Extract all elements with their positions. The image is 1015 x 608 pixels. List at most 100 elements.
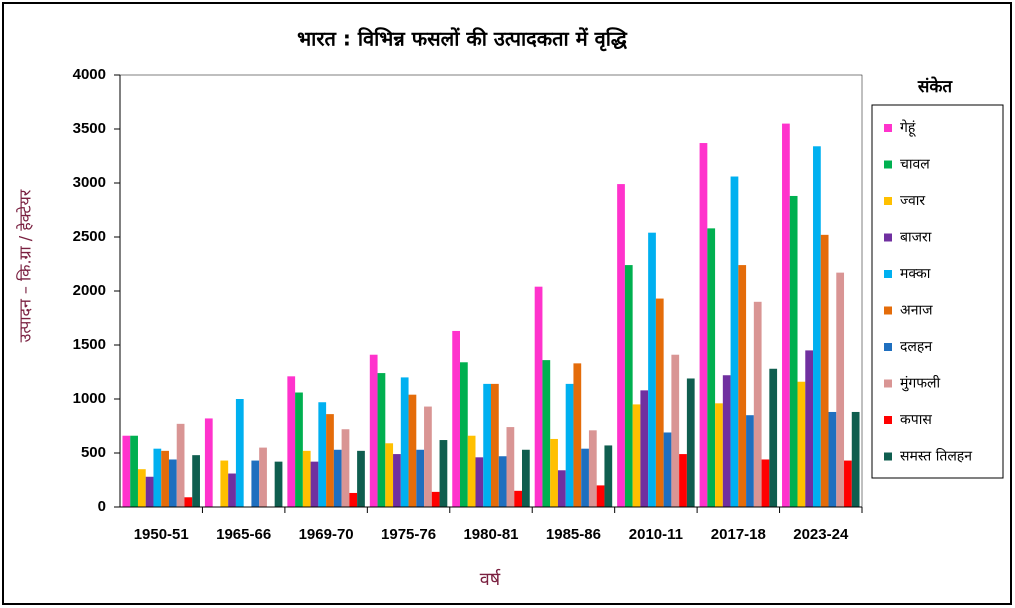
bar [813,146,821,507]
y-tick-label: 4000 [73,66,106,83]
bar [648,232,656,507]
bar [596,485,605,507]
bar [797,381,806,507]
plot-border [119,74,863,508]
legend-label: अनाज [900,303,933,319]
x-tick-label: 1965-66 [216,526,271,543]
bar [557,470,566,507]
bar [204,418,213,507]
chart-title: भारत : विभिन्न फसलों की उत्पादकता में वृ… [297,27,628,52]
bar [251,460,260,507]
bar [475,457,484,507]
bar [161,450,169,507]
bar [738,265,747,507]
bar [302,450,311,507]
bar [192,455,200,507]
legend-label: बाजरा [900,230,932,246]
y-tick-label: 2000 [73,282,106,299]
legend-label: मक्का [900,266,931,282]
bar [220,460,229,507]
bar [318,402,327,507]
bar [715,403,723,507]
bar [235,399,244,507]
bar [573,363,582,507]
legend-label: दलहन [900,339,932,355]
legend-label: मुंगफली [900,375,941,392]
bar [604,445,613,507]
bar [310,461,319,507]
x-tick-label: 1985-86 [546,526,601,543]
bar [624,265,633,507]
legend-label: चावल [900,157,930,173]
bar [782,123,790,507]
bar [686,378,695,507]
legend-label: कपास [900,412,932,428]
y-tick-label: 500 [81,444,106,461]
bar [722,375,731,507]
y-tick-label: 1000 [73,390,106,407]
legend-label: गेहूं [900,119,916,137]
x-tick-label: 2017-18 [711,526,766,543]
bar [769,368,778,507]
legend-swatch [884,306,892,315]
y-tick-label: 2500 [73,228,106,245]
bar [176,423,185,507]
y-tick-label: 3000 [73,174,106,191]
bar [663,432,672,507]
bar [153,448,162,507]
x-tick-label: 2010-11 [629,526,683,543]
bar [506,427,515,507]
legend-label: समस्त तिलहन [900,448,972,465]
bar [122,435,131,507]
bar [424,406,432,507]
bar [746,415,754,507]
bar [416,449,425,507]
bar [274,461,283,507]
legend-swatch [884,343,892,351]
bar [671,354,680,507]
bar [655,298,664,507]
bar [699,143,708,508]
bar [828,411,837,507]
bar [137,469,146,507]
bar [333,449,342,507]
bar [460,362,468,507]
bar [542,360,551,507]
bar [483,383,491,507]
bar [287,376,296,507]
bar [565,383,574,507]
bar [498,456,507,507]
legend-swatch [884,379,892,388]
bar [349,492,358,507]
bar [588,430,597,507]
bar [844,460,852,507]
bar [632,404,641,507]
bar [550,438,558,507]
bar [679,454,687,507]
x-tick-label: 1980-81 [463,526,518,543]
legend-title: संकेत [917,76,954,97]
legend-swatch [884,452,892,461]
x-axis-label: वर्ष [480,568,501,590]
bar [431,491,440,507]
legend-swatch [884,160,892,169]
bar [385,443,394,507]
bar [467,435,476,507]
bar [761,459,770,507]
bar [393,454,401,507]
x-tick-label: 2023-24 [793,526,849,543]
bar [295,392,303,507]
bar [145,476,154,507]
bar [805,350,814,507]
legend-swatch [884,233,892,242]
bar [707,228,716,508]
bar [341,429,350,507]
bar [521,449,530,507]
x-tick-label: 1950-51 [134,526,189,543]
bar [452,330,461,507]
y-tick-label: 1500 [73,336,106,353]
bar [836,272,845,507]
legend [871,104,1004,479]
